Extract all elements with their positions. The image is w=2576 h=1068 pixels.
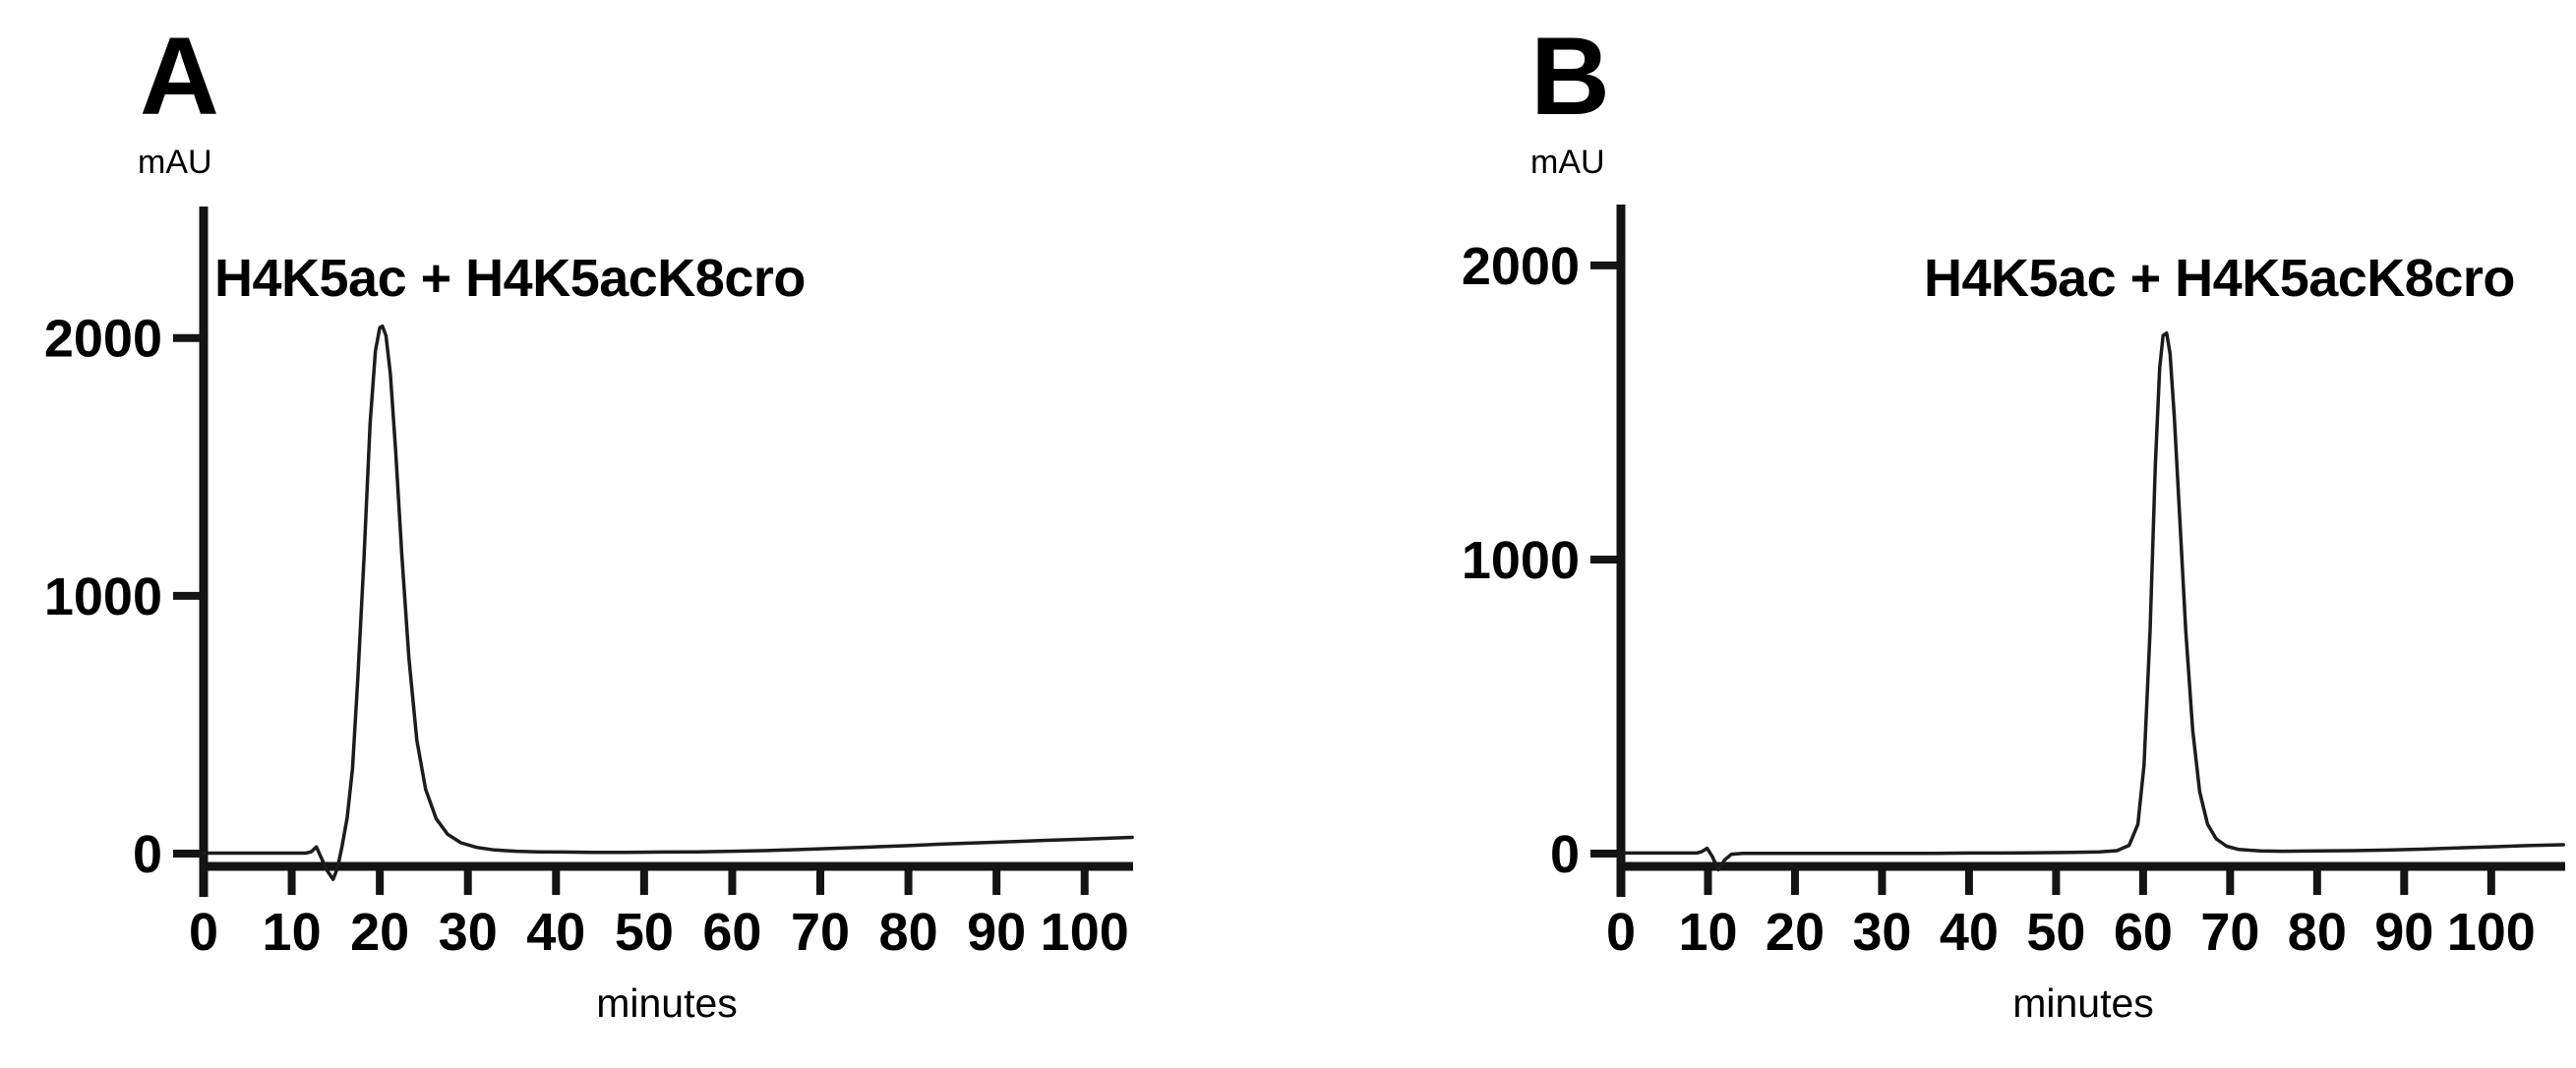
x-tick-label-B-100: 100 <box>2447 903 2536 962</box>
y-tick-label-A-0: 0 <box>133 825 162 884</box>
x-tick-label-A-0: 0 <box>189 903 218 962</box>
x-tick-label-B-40: 40 <box>1940 903 1999 962</box>
panel-b-peak-annotation: H4K5ac + H4K5acK8cro <box>1924 249 2515 308</box>
x-tick-label-A-20: 20 <box>350 903 409 962</box>
panel-a-x-axis-title: minutes <box>596 980 738 1026</box>
x-tick-label-A-50: 50 <box>615 903 674 962</box>
x-tick-label-A-60: 60 <box>702 903 761 962</box>
x-tick-label-B-90: 90 <box>2374 903 2433 962</box>
y-tick-label-A-2000: 2000 <box>44 310 162 369</box>
panel-a-letter: A <box>140 15 219 138</box>
y-tick-label-B-0: 0 <box>1550 825 1580 884</box>
x-tick-label-B-20: 20 <box>1766 903 1825 962</box>
x-tick-label-A-70: 70 <box>791 903 850 962</box>
panel-b-y-unit-label: mAU <box>1530 144 1605 181</box>
x-tick-label-B-50: 50 <box>2026 903 2085 962</box>
chromatogram-trace-A <box>202 324 1134 881</box>
y-tick-label-B-1000: 1000 <box>1462 531 1580 590</box>
x-tick-label-B-70: 70 <box>2200 903 2259 962</box>
y-tick-label-B-2000: 2000 <box>1462 237 1580 296</box>
x-tick-label-A-40: 40 <box>526 903 585 962</box>
x-tick-label-A-80: 80 <box>879 903 938 962</box>
x-tick-label-A-100: 100 <box>1041 903 1129 962</box>
panel-b-x-axis-title: minutes <box>2012 980 2154 1026</box>
x-tick-label-B-60: 60 <box>2114 903 2173 962</box>
x-tick-label-B-30: 30 <box>1852 903 1911 962</box>
y-tick-label-A-1000: 1000 <box>44 567 162 626</box>
panel-a-peak-annotation: H4K5ac + H4K5acK8cro <box>214 249 806 308</box>
x-tick-label-A-90: 90 <box>967 903 1026 962</box>
panel-b-letter: B <box>1530 15 1610 138</box>
x-tick-label-B-10: 10 <box>1678 903 1737 962</box>
x-tick-label-B-80: 80 <box>2288 903 2347 962</box>
panel-a-y-unit-label: mAU <box>138 144 212 181</box>
x-tick-label-A-30: 30 <box>439 903 498 962</box>
x-tick-label-A-10: 10 <box>263 903 322 962</box>
chromatogram-trace-B <box>1619 330 2565 872</box>
x-tick-label-B-0: 0 <box>1606 903 1636 962</box>
